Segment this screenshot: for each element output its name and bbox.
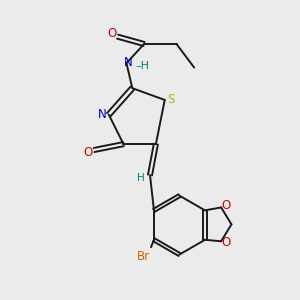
Text: O: O [222,199,231,212]
Text: N: N [124,56,133,69]
Text: Br: Br [137,250,150,262]
Text: O: O [222,236,231,249]
Text: S: S [167,93,175,106]
Text: H: H [137,173,145,183]
Text: N: N [98,108,107,121]
Text: O: O [108,27,117,40]
Text: –H: –H [136,61,150,71]
Text: O: O [83,146,93,159]
